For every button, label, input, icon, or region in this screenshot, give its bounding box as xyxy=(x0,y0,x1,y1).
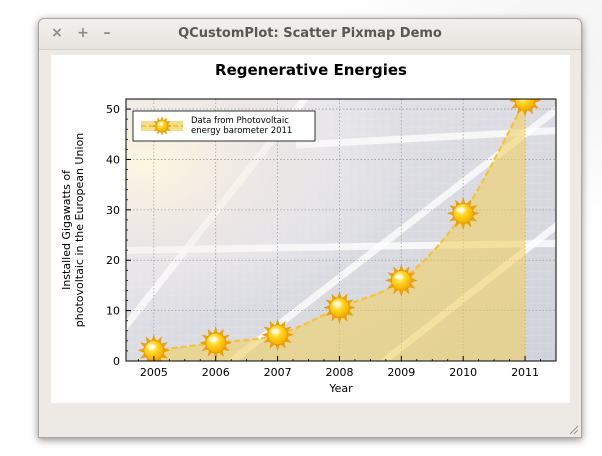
data-point-2006 xyxy=(199,326,232,359)
title-bar[interactable]: × + – QCustomPlot: Scatter Pixmap Demo xyxy=(39,19,581,50)
y-tick-label: 20 xyxy=(106,254,120,267)
y-tick-label: 30 xyxy=(106,204,120,217)
plot-widget[interactable]: Regenerative Energies 2005 2006 2007 2008 20… xyxy=(51,55,570,403)
app-window: × + – QCustomPlot: Scatter Pixmap Demo xyxy=(38,18,582,438)
x-axis-label: Year xyxy=(328,382,353,395)
data-point-2007 xyxy=(261,318,294,351)
x-tick-label: 2005 xyxy=(140,366,168,379)
x-tick-label: 2010 xyxy=(449,366,477,379)
resize-grip-icon[interactable] xyxy=(567,423,579,435)
y-axis-label-line-2: photovoltaic in the European Union xyxy=(73,133,86,327)
data-point-2010 xyxy=(447,197,480,230)
x-tick-label: 2006 xyxy=(202,366,230,379)
x-tick-label: 2011 xyxy=(511,366,539,379)
window-title: QCustomPlot: Scatter Pixmap Demo xyxy=(178,26,442,41)
area-fill xyxy=(153,100,526,361)
x-tick-label: 2009 xyxy=(387,366,415,379)
y-tick-label: 0 xyxy=(113,355,120,368)
axes: 2005 2006 2007 2008 2009 2010 2011 0 10 20 30 40 50 xyxy=(106,98,557,379)
data-point-2005 xyxy=(137,334,170,361)
scatter-chart[interactable]: Regenerative Energies 2005 2006 2007 2008 20… xyxy=(51,55,570,403)
maximize-icon[interactable]: + xyxy=(77,25,89,41)
minimize-icon[interactable]: – xyxy=(103,25,111,41)
data-point-2008 xyxy=(323,291,356,324)
y-tick-label: 10 xyxy=(106,305,120,318)
data-point-2009 xyxy=(385,264,418,297)
x-tick-label: 2008 xyxy=(325,366,353,379)
y-tick-label: 50 xyxy=(106,103,120,116)
close-icon[interactable]: × xyxy=(51,25,63,41)
data-series xyxy=(137,99,542,361)
y-tick-label: 40 xyxy=(106,153,120,166)
legend-label-line-1: Data from Photovoltaic xyxy=(191,116,289,126)
legend-sun-icon xyxy=(152,116,172,136)
legend-label-line-2: energy barometer 2011 xyxy=(191,126,292,136)
x-tick-label: 2007 xyxy=(264,366,292,379)
data-point-2011 xyxy=(508,99,542,117)
y-axis-label-line-1: Installed Gigawatts of xyxy=(60,169,73,290)
chart-title: Regenerative Energies xyxy=(215,61,407,79)
